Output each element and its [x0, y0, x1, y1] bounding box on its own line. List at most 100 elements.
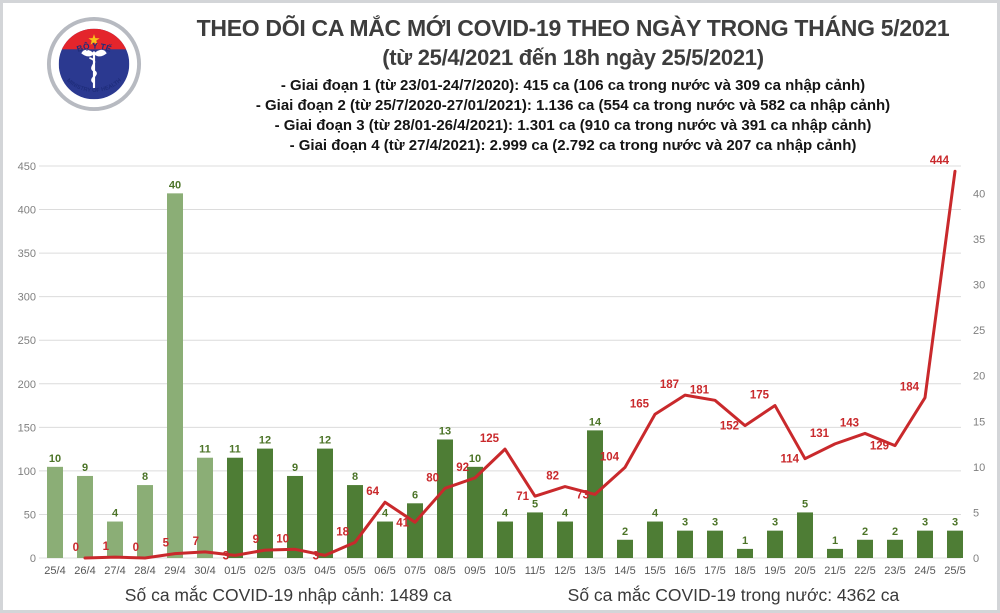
bar-value-label: 12: [259, 435, 271, 447]
stage-1-summary: - Giai đoạn 1 (từ 23/01-24/7/2020): 415 …: [280, 77, 866, 94]
bar-01/5: [227, 457, 243, 558]
bar-series-swatch: [101, 589, 118, 602]
bar-06/5: [377, 521, 393, 558]
x-axis-label: 23/5: [884, 565, 905, 577]
bar-value-label: 5: [802, 498, 808, 510]
x-axis-label: 05/5: [344, 565, 365, 577]
bar-value-label: 2: [622, 526, 628, 538]
right-axis-tick-label: 5: [973, 507, 979, 519]
bar-value-label: 9: [82, 462, 88, 474]
x-axis-label: 29/4: [164, 565, 185, 577]
chart-legend: Số ca mắc COVID-19 nhập cảnh: 1489 ca Số…: [3, 585, 997, 606]
bar-value-label: 4: [382, 508, 389, 520]
bar-29/4: [167, 193, 183, 559]
left-axis-tick-label: 150: [18, 422, 36, 434]
logo-inner-circle: [58, 28, 130, 100]
bar-value-label: 4: [502, 508, 509, 520]
x-axis-label: 15/5: [644, 565, 665, 577]
x-axis-label: 20/5: [794, 565, 815, 577]
x-axis-label: 25/4: [44, 565, 65, 577]
bar-value-label: 4: [112, 508, 119, 520]
bar-value-label: 3: [922, 517, 928, 529]
x-axis-label: 12/5: [554, 565, 575, 577]
left-axis-tick-label: 100: [18, 466, 36, 478]
bar-02/5: [257, 448, 273, 558]
x-axis-label: 01/5: [224, 565, 245, 577]
left-axis-tick-label: 250: [18, 335, 36, 347]
line-value-label: 0: [133, 542, 139, 554]
line-value-label: 9: [253, 534, 259, 546]
right-axis-tick-label: 0: [973, 553, 979, 565]
line-value-label: 143: [840, 417, 859, 429]
left-axis-tick-label: 400: [18, 205, 36, 217]
x-axis-label: 11/5: [525, 565, 546, 577]
bar-19/5: [767, 530, 783, 558]
x-axis-label: 30/4: [194, 565, 215, 577]
line-value-label: 152: [720, 421, 739, 433]
line-series-swatch: [537, 594, 561, 598]
x-axis-label: 06/5: [374, 565, 395, 577]
line-value-label: 181: [690, 384, 710, 396]
legend-item-domestic-cases: Số ca mắc COVID-19 trong nước: 4362 ca: [537, 585, 900, 606]
line-value-label: 165: [630, 398, 650, 410]
stage-4-summary: - Giai đoạn 4 (từ 27/4/2021): 2.999 ca (…: [289, 137, 857, 154]
line-value-label: 0: [73, 542, 79, 554]
line-value-label: 82: [546, 471, 559, 483]
line-value-label: 3: [223, 550, 229, 562]
bar-value-label: 8: [142, 471, 148, 483]
bar-25/5: [947, 530, 963, 558]
right-axis-tick-label: 35: [973, 234, 985, 246]
bar-22/5: [857, 539, 873, 558]
right-axis-tick-label: 25: [973, 325, 985, 337]
line-value-label: 131: [810, 428, 830, 440]
logo-staff-of-asclepius-icon: [81, 49, 107, 89]
bar-28/4: [137, 485, 153, 558]
x-axis-label: 19/5: [764, 565, 785, 577]
bar-value-label: 11: [229, 444, 241, 456]
page-subtitle: (từ 25/4/2021 đến 18h ngày 25/5/2021): [382, 45, 764, 70]
line-value-label: 73: [576, 489, 589, 501]
bar-value-label: 5: [532, 498, 538, 510]
x-axis-label: 09/5: [464, 565, 485, 577]
line-value-label: 1: [103, 541, 110, 553]
bar-10/5: [497, 521, 513, 558]
left-axis-tick-label: 300: [18, 292, 36, 304]
bar-17/5: [707, 530, 723, 558]
bar-04/5: [317, 448, 333, 558]
bar-value-label: 14: [589, 416, 602, 428]
bar-15/5: [647, 521, 663, 558]
left-axis-tick-label: 350: [18, 248, 36, 260]
domestic-cases-line: [83, 169, 957, 560]
bar-24/5: [917, 530, 933, 558]
legend-label-imported: Số ca mắc COVID-19 nhập cảnh: 1489 ca: [124, 585, 452, 605]
stage-3-summary: - Giai đoạn 3 (từ 28/01-26/4/2021): 1.30…: [274, 117, 872, 134]
x-axis-label: 10/5: [494, 565, 515, 577]
bar-26/4: [77, 475, 93, 558]
x-axis-label: 26/4: [74, 565, 95, 577]
line-value-label: 71: [516, 491, 529, 503]
covid-combo-chart: 0501001502002503003504004500510152025303…: [18, 155, 986, 577]
bar-07/5: [407, 503, 423, 558]
ministry-of-health-logo: BỘ Y TẾ MINISTRY OF HEALTH: [46, 16, 142, 112]
line-value-label: 175: [750, 390, 770, 402]
bar-11/5: [527, 512, 543, 558]
bar-value-label: 1: [832, 535, 838, 547]
legend-item-imported-cases: Số ca mắc COVID-19 nhập cảnh: 1489 ca: [101, 585, 452, 606]
line-value-label: 129: [870, 441, 889, 453]
line-value-label: 3: [313, 550, 319, 562]
x-axis-label: 03/5: [284, 565, 305, 577]
bar-value-label: 3: [712, 517, 718, 529]
bar-08/5: [437, 439, 453, 558]
bar-value-label: 12: [319, 435, 331, 447]
line-value-label: 41: [396, 517, 409, 529]
bar-09/5: [467, 466, 483, 558]
bar-16/5: [677, 530, 693, 558]
line-value-label: 80: [426, 472, 439, 484]
bar-value-label: 1: [742, 535, 748, 547]
line-value-label: 114: [780, 454, 799, 466]
bar-value-label: 3: [772, 517, 778, 529]
bar-value-label: 2: [892, 526, 898, 538]
right-axis-tick-label: 40: [973, 188, 985, 200]
x-axis-label: 27/4: [104, 565, 125, 577]
bar-18/5: [737, 548, 753, 558]
